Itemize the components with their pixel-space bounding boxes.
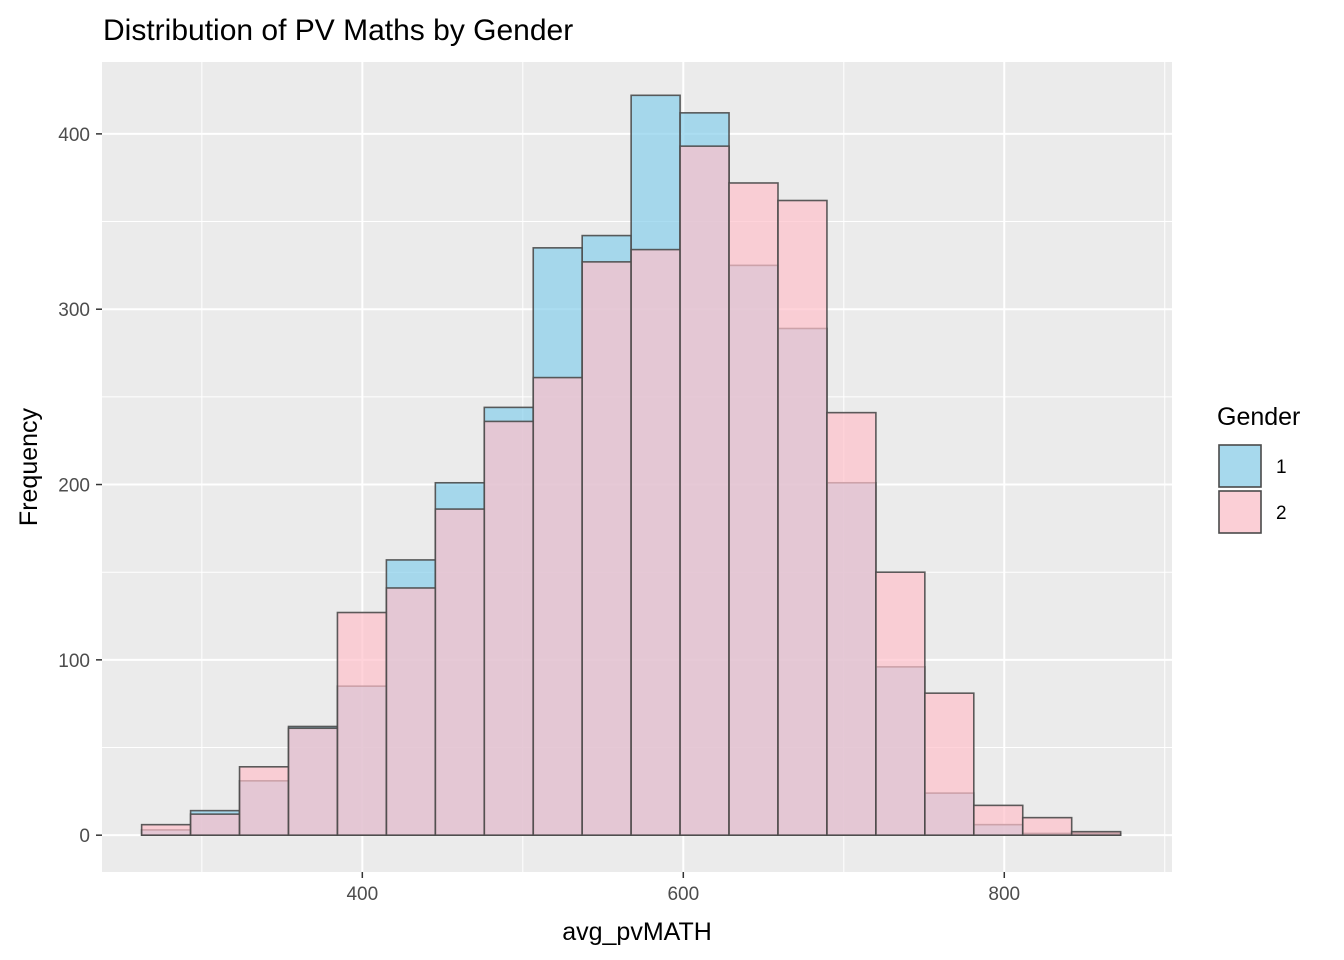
- histogram-bars: [140, 94, 1122, 836]
- bar-gender-2-bin-1: [189, 813, 241, 836]
- x-axis-ticks: 400 600 800: [346, 872, 1020, 905]
- bar-gender-2-bin-12: [728, 182, 779, 836]
- bar-gender-2-bin-7: [483, 420, 535, 836]
- y-tick-label: 100: [58, 651, 90, 672]
- x-tick-label: 600: [667, 884, 699, 905]
- bar-gender-2-bin-2: [238, 766, 290, 836]
- y-tick-label: 0: [79, 826, 90, 847]
- x-axis-title: avg_pvMATH: [562, 918, 712, 946]
- bar-gender-2-bin-9: [581, 261, 632, 836]
- bar-gender-2-bin-3: [287, 727, 339, 836]
- legend-key-2: [1218, 490, 1262, 534]
- y-tick-label: 300: [58, 300, 90, 321]
- bar-gender-2-bin-6: [434, 508, 486, 836]
- y-axis-ticks: 0 100 200 300 400: [58, 125, 102, 847]
- legend-label-1: 1: [1276, 457, 1287, 478]
- y-tick-label: 200: [58, 476, 90, 497]
- y-tick-label: 400: [58, 125, 90, 146]
- bar-gender-2-bin-5: [385, 587, 437, 836]
- bar-gender-2-bin-18: [1021, 816, 1073, 836]
- bar-gender-2-bin-10: [630, 248, 681, 836]
- bar-gender-2-bin-4: [336, 611, 388, 836]
- bar-gender-2-bin-11: [679, 145, 730, 836]
- bar-gender-2-bin-17: [972, 804, 1024, 836]
- bar-gender-2-bin-0: [140, 823, 192, 836]
- legend-title: Gender: [1217, 403, 1300, 431]
- series-2-bars: [140, 145, 1122, 836]
- chart-title: Distribution of PV Maths by Gender: [103, 14, 573, 47]
- bar-gender-2-bin-15: [875, 571, 926, 836]
- bar-gender-2-bin-8: [532, 376, 583, 836]
- legend: Gender 12: [1217, 403, 1300, 534]
- x-tick-label: 400: [346, 884, 378, 905]
- bar-gender-2-bin-16: [924, 692, 975, 836]
- x-tick-label: 800: [988, 884, 1020, 905]
- bar-gender-2-bin-19: [1070, 830, 1122, 836]
- legend-items: 12: [1218, 444, 1287, 534]
- bar-gender-2-bin-14: [826, 411, 877, 836]
- y-axis-title: Frequency: [15, 407, 43, 526]
- legend-key-1: [1218, 444, 1262, 488]
- legend-label-2: 2: [1276, 503, 1287, 524]
- bar-gender-2-bin-13: [777, 199, 828, 836]
